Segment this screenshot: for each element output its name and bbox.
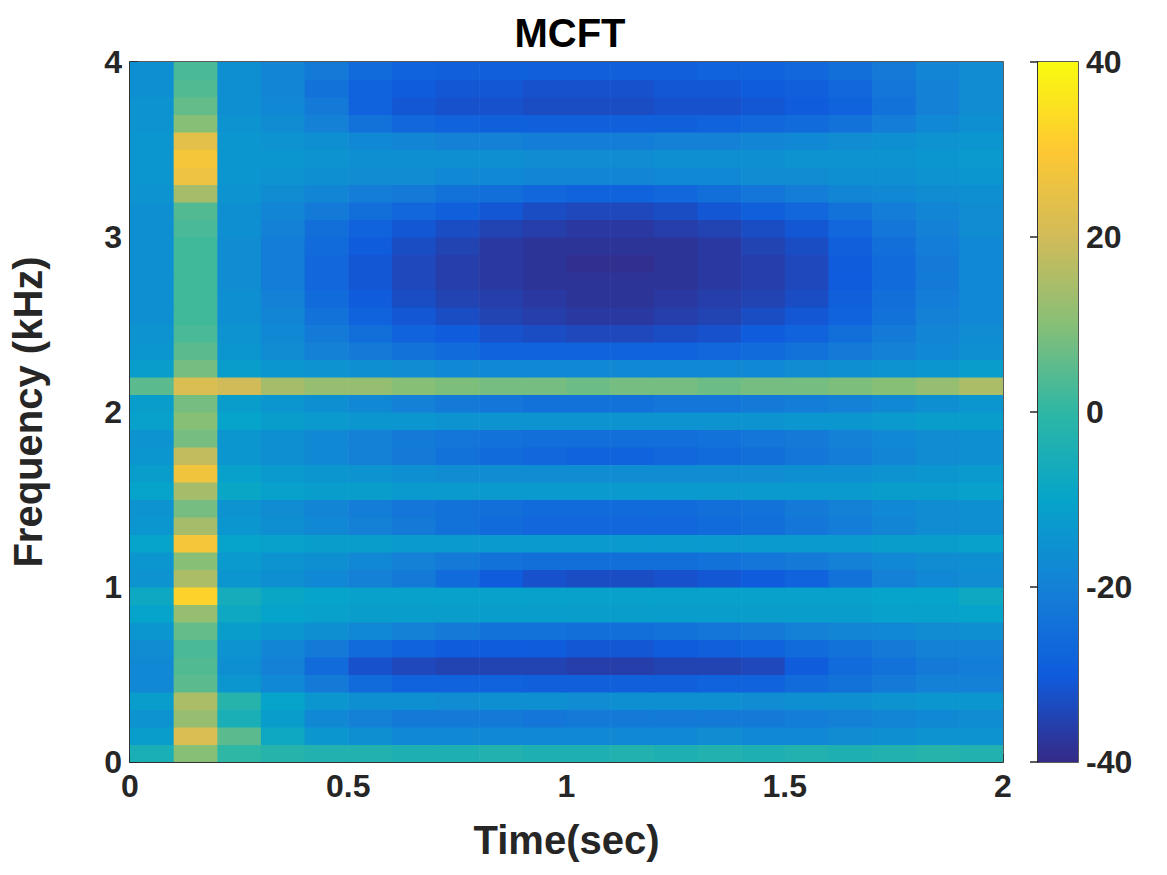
svg-text:Frequency (kHz): Frequency (kHz) bbox=[6, 256, 50, 567]
svg-text:3: 3 bbox=[104, 219, 122, 255]
svg-text:0: 0 bbox=[1086, 394, 1104, 430]
svg-text:0.5: 0.5 bbox=[326, 768, 370, 804]
svg-text:Time(sec): Time(sec) bbox=[473, 818, 659, 862]
svg-text:20: 20 bbox=[1086, 219, 1122, 255]
svg-text:1: 1 bbox=[104, 569, 122, 605]
svg-text:2: 2 bbox=[994, 768, 1012, 804]
svg-text:1.5: 1.5 bbox=[763, 768, 807, 804]
svg-text:1: 1 bbox=[558, 768, 576, 804]
svg-text:0: 0 bbox=[121, 768, 139, 804]
svg-text:2: 2 bbox=[104, 394, 122, 430]
svg-text:MCFT: MCFT bbox=[514, 11, 625, 55]
svg-text:-40: -40 bbox=[1086, 744, 1132, 780]
svg-text:-20: -20 bbox=[1086, 569, 1132, 605]
svg-text:0: 0 bbox=[104, 744, 122, 780]
svg-text:40: 40 bbox=[1086, 44, 1122, 80]
svg-text:4: 4 bbox=[104, 44, 122, 80]
